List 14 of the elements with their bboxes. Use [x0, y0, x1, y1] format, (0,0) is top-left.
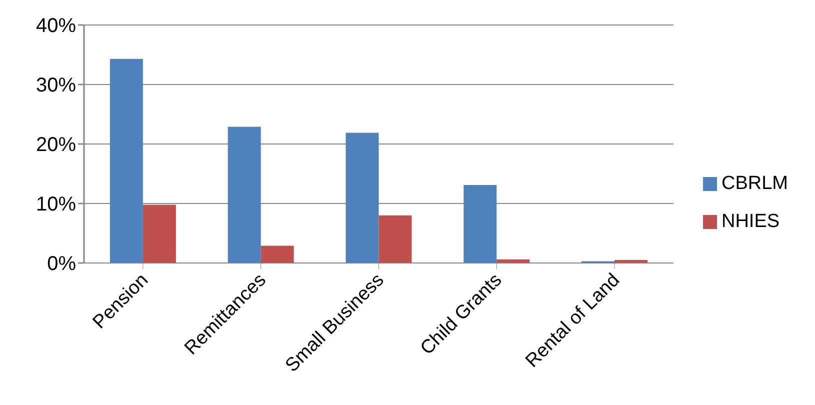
legend-label: NHIES	[721, 211, 780, 232]
bar	[260, 246, 294, 263]
y-tick-label: 0%	[47, 253, 76, 276]
bar	[346, 132, 379, 263]
y-tick-label: 10%	[36, 194, 76, 216]
bar	[142, 204, 176, 263]
bar	[378, 215, 412, 263]
bar	[228, 126, 261, 263]
y-tick-label: 40%	[36, 15, 76, 38]
bar	[110, 58, 143, 263]
y-tick-label: 20%	[36, 134, 76, 156]
legend-label: CBRLM	[721, 173, 788, 194]
y-tick-label: 30%	[36, 74, 76, 97]
bar	[464, 185, 497, 263]
